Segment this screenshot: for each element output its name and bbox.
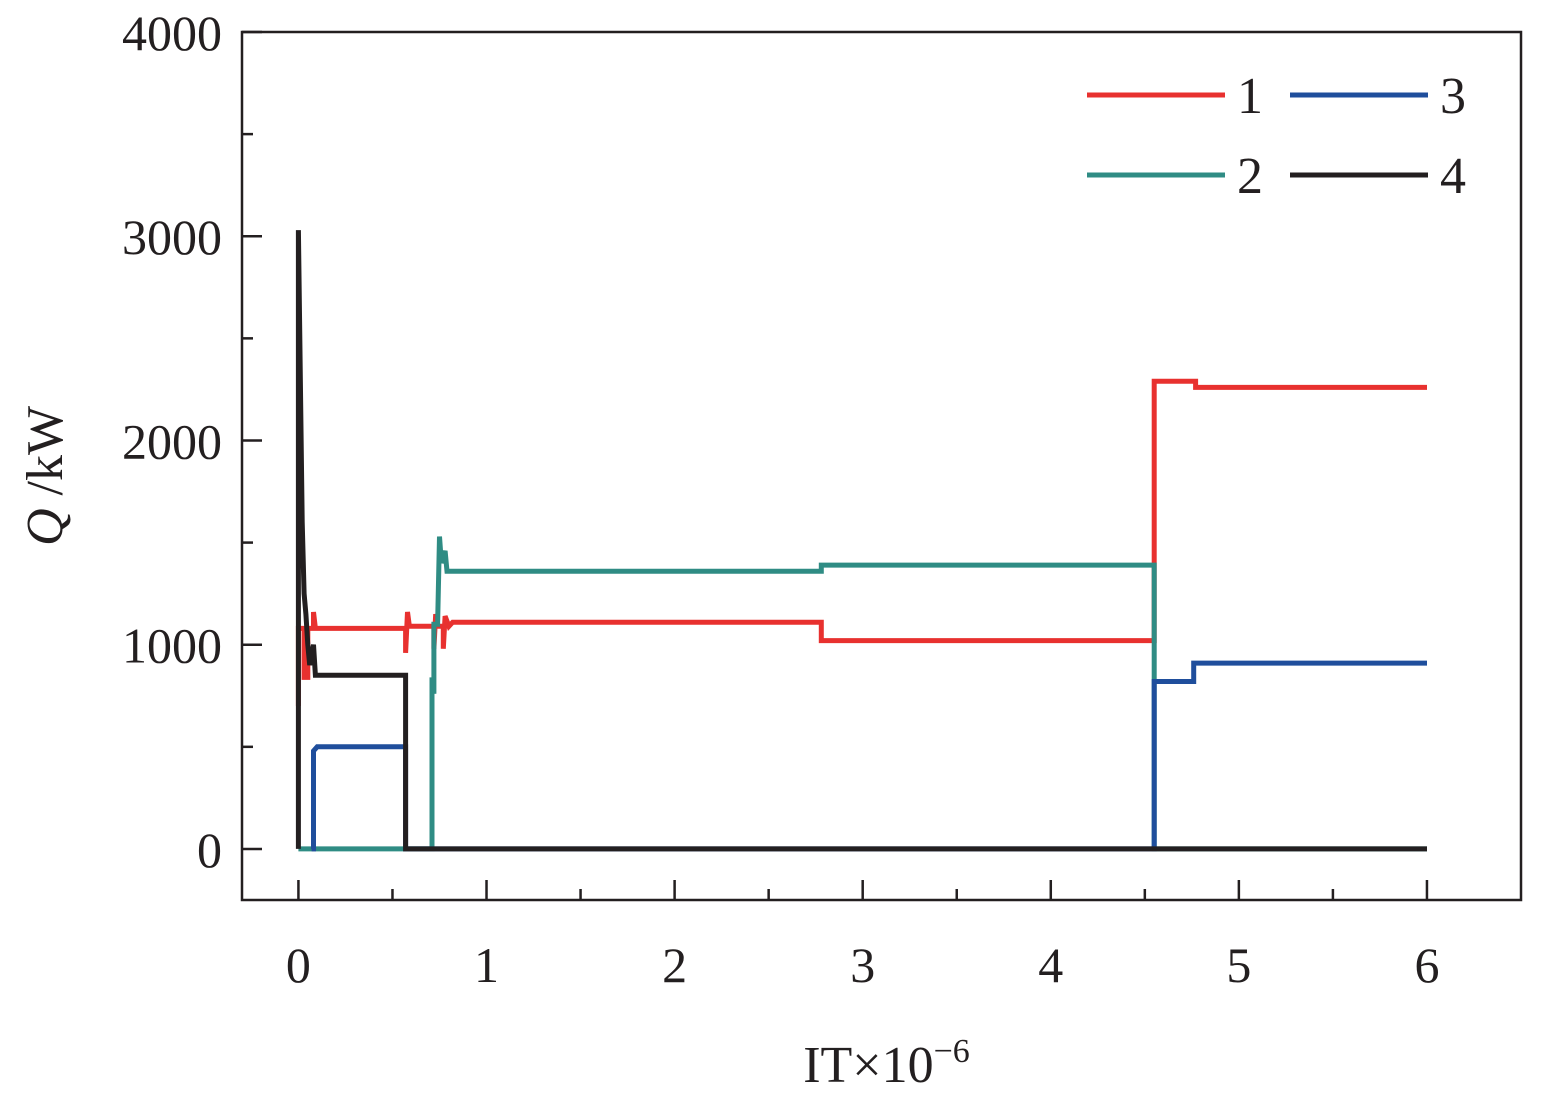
legend-label-1: 1 xyxy=(1237,68,1263,125)
x-tick-label: 1 xyxy=(474,937,499,993)
series-line-3 xyxy=(311,660,1427,852)
legend-label-4: 4 xyxy=(1440,148,1466,205)
legend-label-2: 2 xyxy=(1237,148,1263,205)
x-tick-label: 2 xyxy=(662,937,687,993)
x-axis-title-main: IT×10 xyxy=(803,1037,933,1094)
legend: 1 2 3 4 xyxy=(1087,68,1466,205)
series-line-4 xyxy=(295,230,1427,852)
tick-labels: 0 1 2 3 4 5 6 0 1000 2000 3000 4000 xyxy=(122,5,1439,993)
y-tick-label: 3000 xyxy=(122,209,222,265)
y-axis-title-unit: /kW xyxy=(17,406,74,509)
y-tick-label: 0 xyxy=(197,822,222,878)
y-axis-title: Q /kW xyxy=(17,406,74,546)
y-axis-title-symbol: Q xyxy=(17,508,74,546)
x-tick-label: 6 xyxy=(1414,937,1439,993)
x-tick-label: 5 xyxy=(1226,937,1251,993)
x-axis-title: IT×10−6 xyxy=(803,1033,970,1094)
plot-frame xyxy=(240,30,1523,902)
x-tick-label: 3 xyxy=(850,937,875,993)
series-lines xyxy=(295,230,1427,852)
series-line-2 xyxy=(298,536,1427,852)
x-tick-label: 0 xyxy=(286,937,311,993)
legend-label-3: 3 xyxy=(1440,68,1466,125)
y-tick-label: 1000 xyxy=(122,618,222,674)
series-line-1 xyxy=(295,378,1427,706)
x-tick-label: 4 xyxy=(1038,937,1063,993)
y-tick-label: 2000 xyxy=(122,413,222,469)
y-tick-label: 4000 xyxy=(122,5,222,61)
x-axis-title-exponent: −6 xyxy=(934,1033,970,1070)
